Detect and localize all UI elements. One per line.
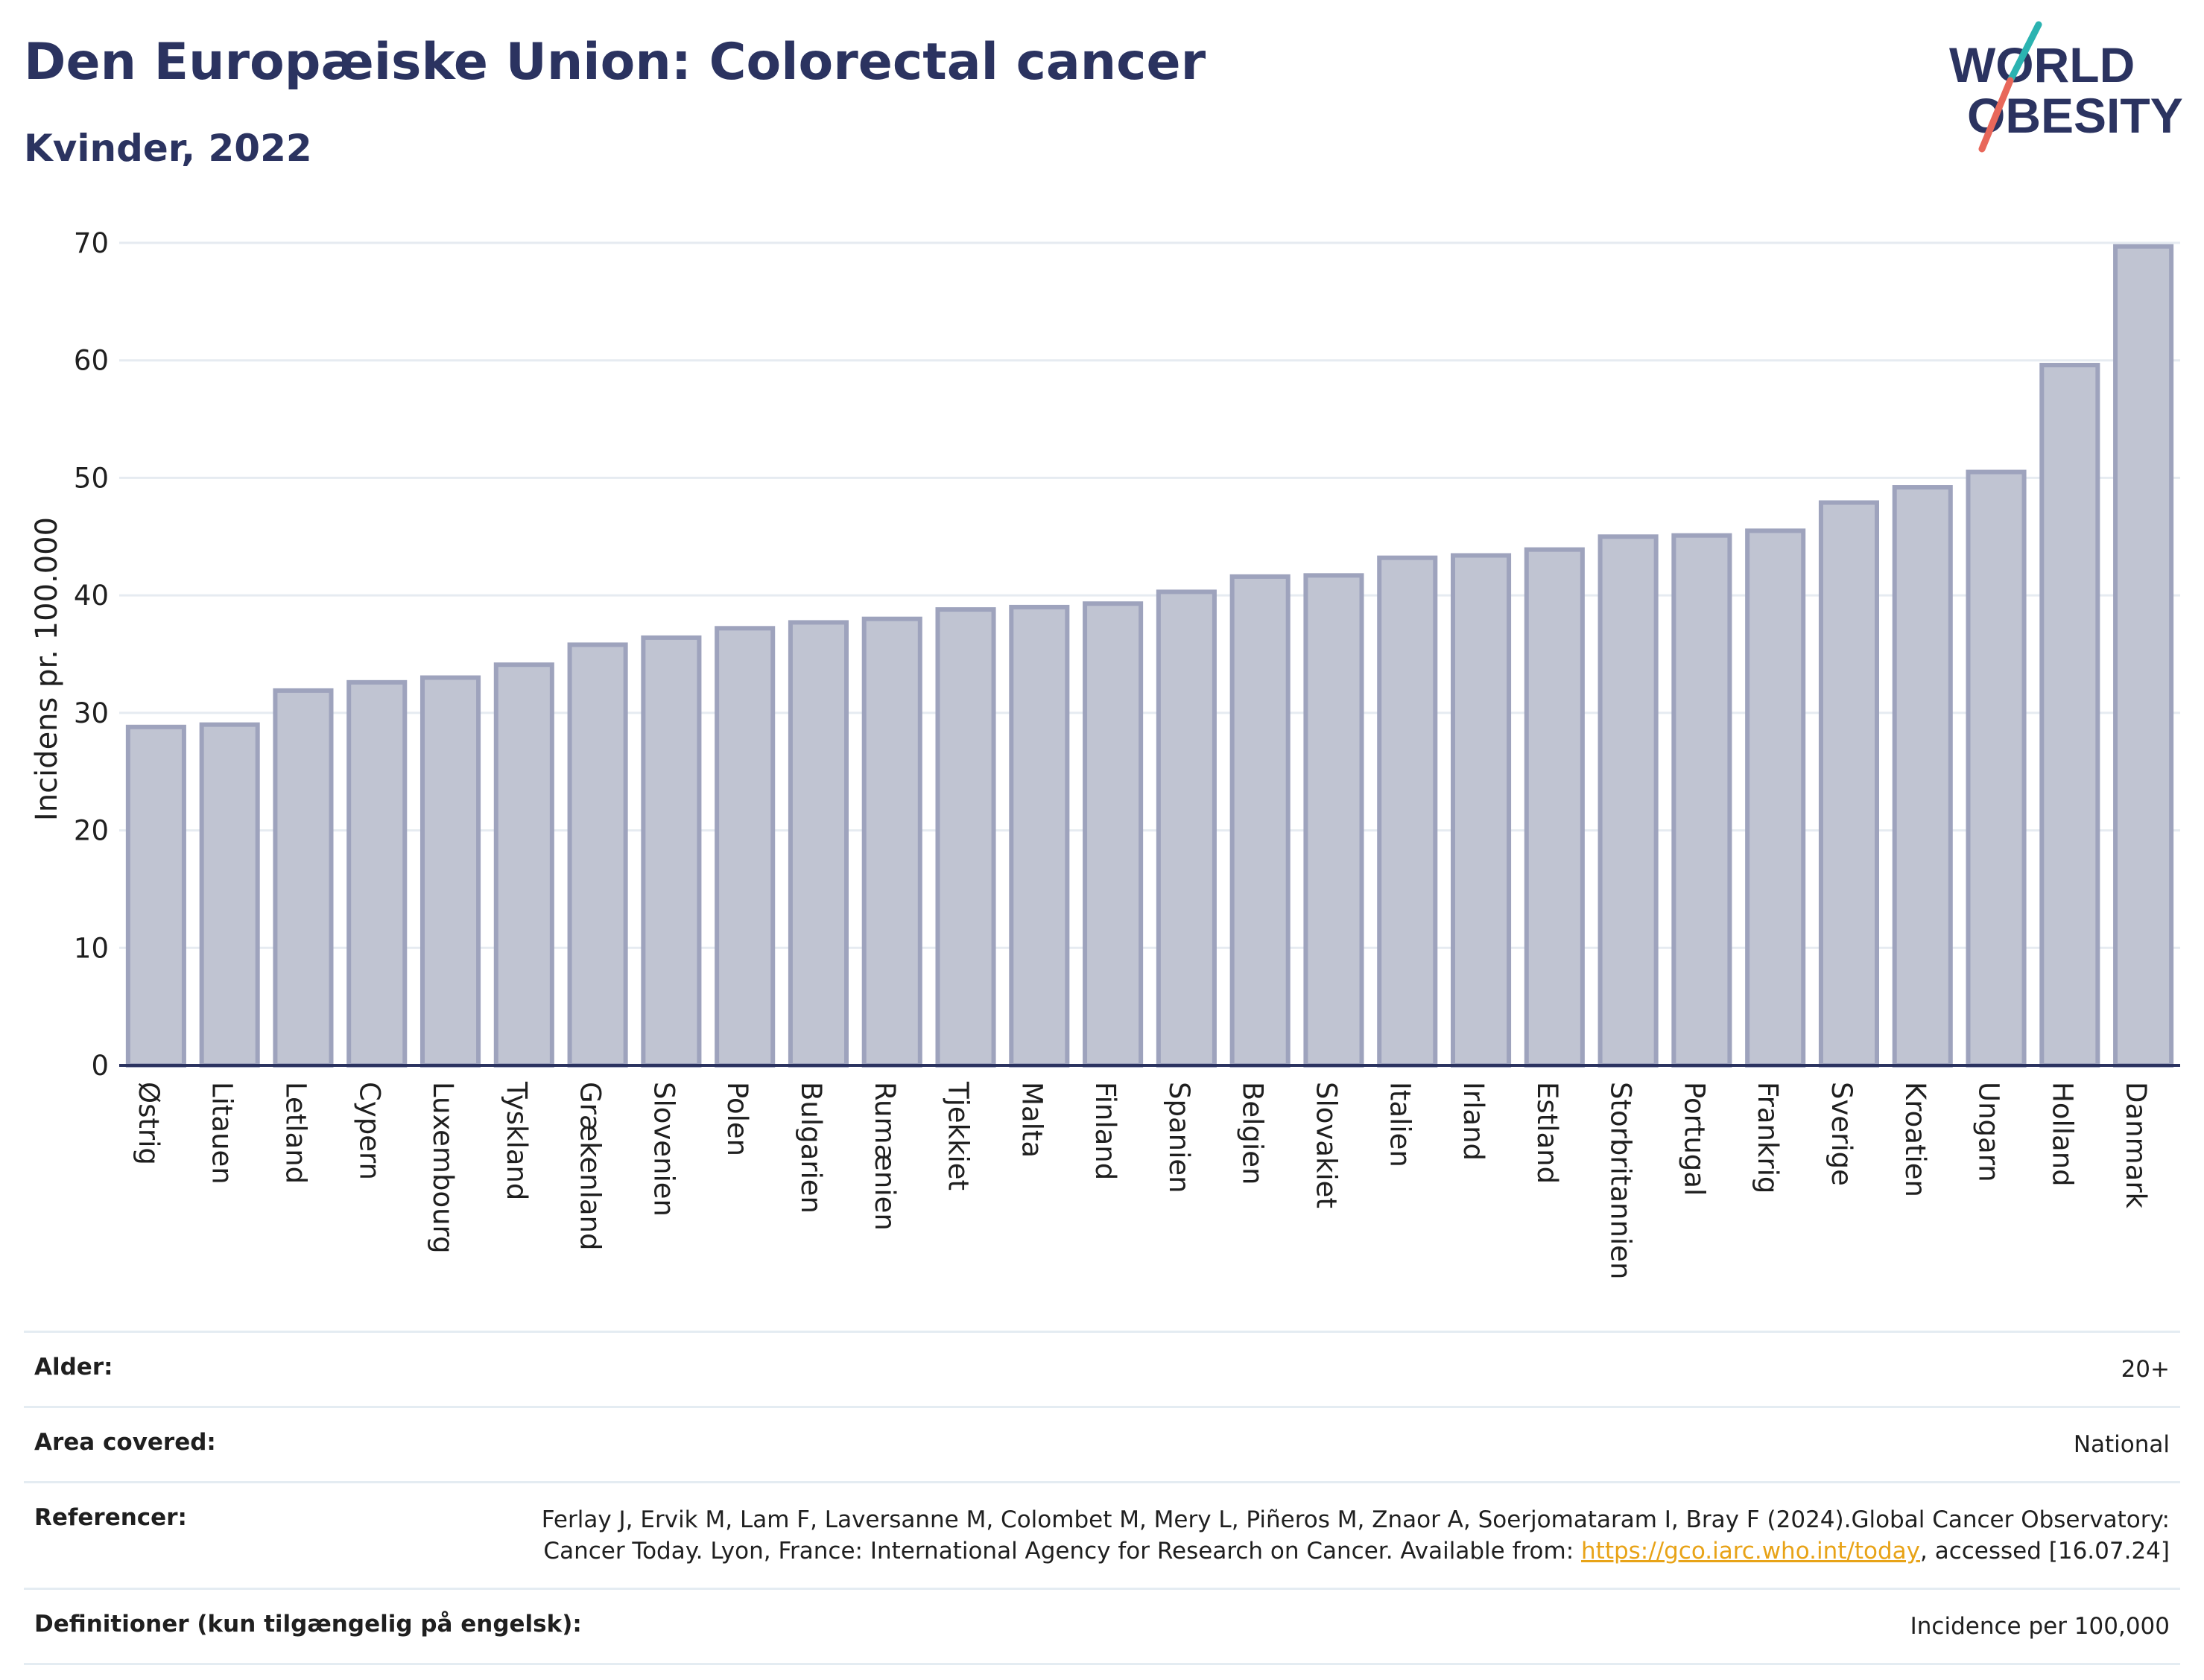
x-tick-label: Letland [279,1082,311,1184]
bar [1229,574,1291,1068]
x-tick-label: Irland [1457,1082,1489,1161]
bar [861,616,922,1068]
meta-label-references: Referencer: [34,1504,187,1531]
x-tick-label: Grækenland [574,1082,607,1250]
chart-subtitle: Kvinder, 2022 [24,127,312,170]
x-tick-label: Spanien [1163,1082,1195,1194]
bar [125,724,186,1068]
bar [1524,547,1585,1068]
bar [346,679,408,1068]
meta-label-area: Area covered: [34,1429,216,1456]
y-tick-label: 40 [74,580,109,612]
x-tick-label: Sverige [1825,1082,1858,1186]
bar [1303,573,1364,1068]
y-axis-label: Incidens pr. 100.000 [30,517,64,821]
y-tick-labels: 0 10 20 30 40 50 60 70 [74,227,109,1082]
bar [641,635,702,1068]
x-tick-label: Storbritannien [1605,1082,1637,1279]
bar [199,722,260,1068]
y-tick-label: 50 [74,462,109,494]
x-tick-label: Tjekkiet [943,1081,975,1191]
bar [1966,469,2027,1068]
x-tick-label: Tyskland [501,1081,533,1200]
x-tick-labels: Østrig Litauen Letland Cypern Luxembourg Tysk… [133,1081,2152,1279]
bar [1083,601,1144,1068]
bar [273,688,334,1068]
world-obesity-logo: WORLD OBESITY [1949,21,2183,153]
x-tick-label: Bulgarien [795,1082,827,1214]
x-tick-label: Polen [721,1082,753,1156]
bar [2113,244,2174,1068]
bar [715,626,776,1068]
x-tick-label: Danmark [2120,1082,2152,1209]
y-tick-label: 70 [74,227,109,259]
y-tick-label: 60 [74,345,109,377]
meta-row-age: Alder: 20+ [24,1331,2180,1406]
bar [1009,604,1070,1068]
bar [493,662,554,1068]
x-tick-label: Ungarn [1973,1082,2005,1182]
bar [1597,534,1659,1068]
x-tick-label: Slovakiet [1310,1082,1342,1208]
bar [1892,485,1953,1068]
logo-slash-teal [2007,21,2042,84]
x-tick-label: Belgien [1237,1082,1269,1185]
x-tick-label: Rumænien [869,1082,901,1231]
x-tick-label: Portugal [1678,1082,1710,1196]
bar [935,607,996,1068]
bar-chart: 0 10 20 30 40 50 60 70 Østrig Litauen Letland Cype… [30,227,2180,1279]
bar [1671,533,1732,1068]
bar [1156,589,1217,1068]
x-tick-label: Frankrig [1752,1082,1784,1194]
bars [125,244,2174,1068]
x-tick-label: Cypern [353,1082,385,1180]
y-tick-label: 0 [91,1050,109,1082]
bar [1818,500,1880,1068]
x-tick-label: Italien [1384,1082,1416,1167]
meta-value-definitions: Incidence per 100,000 [1910,1613,2170,1640]
bar [419,675,481,1068]
logo-word-world: WORLD [1949,37,2135,92]
x-tick-label: Kroatien [1899,1082,1931,1197]
bar [1450,553,1512,1068]
y-tick-label: 30 [74,697,109,729]
y-tick-label: 10 [74,932,109,964]
reference-text: Ferlay J, Ervik M, Lam F, Laversanne M, … [541,1506,2170,1565]
bar [1377,555,1438,1068]
meta-value-age: 20+ [2121,1356,2170,1383]
reference-accessed: , accessed [16.07.24] [1919,1538,2170,1565]
logo-slash-coral [1978,77,2014,153]
meta-value-area: National [2073,1431,2170,1458]
meta-row-definitions: Definitioner (kun tilgængelig på engelsk… [24,1588,2180,1665]
x-tick-label: Slovenien [647,1082,680,1217]
x-tick-label: Finland [1089,1082,1121,1180]
x-tick-label: Østrig [133,1082,165,1165]
y-tick-label: 20 [74,815,109,847]
meta-label-age: Alder: [34,1354,113,1381]
bar [567,642,628,1068]
meta-label-definitions: Definitioner (kun tilgængelig på engelsk… [34,1611,582,1638]
metadata-table: Alder: 20+ Area covered: National Refere… [24,1331,2180,1665]
x-tick-label: Estland [1531,1082,1563,1184]
bar [788,620,849,1068]
reference-link[interactable]: https://gco.iarc.who.int/today [1581,1538,1920,1565]
bar [2039,363,2100,1068]
x-tick-label: Litauen [206,1082,238,1185]
x-tick-label: Holland [2046,1082,2078,1187]
x-tick-label: Malta [1016,1082,1048,1158]
meta-value-references: Ferlay J, Ervik M, Lam F, Laversanne M, … [456,1504,2170,1567]
meta-row-area: Area covered: National [24,1406,2180,1481]
x-tick-label: Luxembourg [427,1082,459,1254]
chart-title: Den Europæiske Union: Colorectal cancer [24,33,1206,92]
bar [1745,528,1806,1068]
meta-row-references: Referencer: Ferlay J, Ervik M, Lam F, La… [24,1481,2180,1588]
